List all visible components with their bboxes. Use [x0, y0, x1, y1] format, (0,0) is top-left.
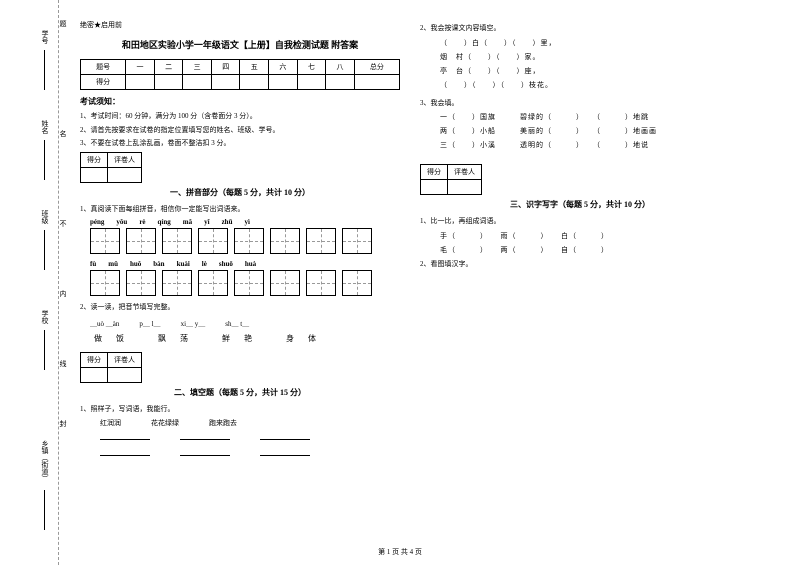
underline-row	[100, 432, 400, 440]
scorebox: 得分评卷人	[80, 352, 142, 383]
char-grid[interactable]	[342, 228, 372, 254]
blank-line[interactable]	[180, 448, 230, 456]
side-label: 班级	[40, 210, 50, 224]
section3-title: 三、识字写字（每题 5 分，共计 10 分）	[420, 199, 740, 210]
q-text: 3、我会填。	[420, 98, 740, 109]
side-label: 学号	[40, 30, 50, 44]
blank-line[interactable]	[180, 432, 230, 440]
underline-row	[100, 448, 400, 456]
left-column: 绝密★启用前 和田地区实验小学一年级语文【上册】自我检测试题 附答案 题号 一 …	[80, 20, 400, 464]
blank-line[interactable]	[100, 448, 150, 456]
char-grid[interactable]	[126, 270, 156, 296]
char-grid[interactable]	[198, 228, 228, 254]
blank-line[interactable]	[260, 448, 310, 456]
char-grid[interactable]	[342, 270, 372, 296]
th: 三	[183, 60, 212, 75]
fill-line: 亭 台（ ）（ ）座，	[440, 66, 740, 76]
hanzi-row: 做 饭 飘 荡 鲜 艳 身 体	[94, 333, 400, 344]
char-grid[interactable]	[270, 270, 300, 296]
q-text: 2、看图填汉字。	[420, 259, 740, 270]
sb-c: 得分	[81, 152, 108, 167]
example-row: 红润润 花花绿绿 跑来跑去	[100, 418, 400, 428]
char-grid[interactable]	[162, 270, 192, 296]
th: 总分	[354, 60, 399, 75]
syllable-row: ＿uò ＿àn p＿ l＿ xi＿ y＿ sh＿ t＿	[90, 319, 400, 329]
char-grid[interactable]	[198, 270, 228, 296]
score-table: 题号 一 二 三 四 五 六 七 八 总分 得分	[80, 59, 400, 90]
th: 七	[297, 60, 326, 75]
blank-line[interactable]	[100, 432, 150, 440]
side-label: 姓名	[40, 120, 50, 134]
sidebar: 学号 姓名 班级 学校 乡镇（街道） 题 名 不 内 线 封	[8, 0, 68, 565]
th: 五	[240, 60, 269, 75]
char-grid-row	[90, 270, 400, 296]
th: 八	[326, 60, 355, 75]
fill-row: 三（ ）小溪 透明的（ ） （ ）地说	[440, 140, 740, 150]
sb-c: 评卷人	[108, 152, 142, 167]
exam-title: 和田地区实验小学一年级语文【上册】自我检测试题 附答案	[80, 38, 400, 51]
section2-title: 二、填空题（每题 5 分，共计 15 分）	[80, 387, 400, 398]
char-grid[interactable]	[306, 228, 336, 254]
pinyin-row: péngyǒu rèqíng mǎyǐ zhūyì	[90, 218, 400, 226]
side-line	[44, 490, 45, 530]
right-column: 2、我会按课文内容填空。 （ ）白（ ）（ ）里， 烟 村（ ）（ ）家。 亭 …	[420, 20, 740, 272]
fold-line	[58, 0, 59, 565]
side-line	[44, 330, 45, 370]
blank-line[interactable]	[260, 432, 310, 440]
scorebox: 得分评卷人	[420, 164, 482, 195]
th: 六	[269, 60, 298, 75]
char-grid[interactable]	[162, 228, 192, 254]
fill-line: 烟 村（ ）（ ）家。	[440, 52, 740, 62]
mark: 不	[58, 220, 68, 227]
mark: 名	[58, 130, 68, 137]
scorebox: 得分评卷人	[80, 152, 142, 183]
q-text: 2、我会按课文内容填空。	[420, 23, 740, 34]
secret-label: 绝密★启用前	[80, 20, 400, 30]
side-label: 学校	[40, 310, 50, 324]
th: 一	[126, 60, 155, 75]
td: 得分	[81, 75, 126, 90]
pinyin-row: fùmǔ huǒbàn kuàilè shuōhuà	[90, 260, 400, 268]
side-line	[44, 50, 45, 90]
fill-line: （ ）（ ）（ ）枝花。	[440, 80, 740, 90]
pair-line: 手（ ） 雨（ ） 白（ ）	[440, 231, 740, 241]
char-grid[interactable]	[90, 228, 120, 254]
side-line	[44, 140, 45, 180]
mark: 题	[58, 20, 68, 27]
side-label: 乡镇（街道）	[40, 440, 50, 482]
mark: 线	[58, 360, 68, 367]
char-grid[interactable]	[90, 270, 120, 296]
q-text: 1、比一比，再组成词语。	[420, 216, 740, 227]
th: 四	[211, 60, 240, 75]
char-grid[interactable]	[234, 270, 264, 296]
q-text: 1、真阅读下面每组拼音，相信你一定能写出词语来。	[80, 204, 400, 215]
fill-line: （ ）白（ ）（ ）里，	[440, 38, 740, 48]
char-grid[interactable]	[234, 228, 264, 254]
mark: 内	[58, 290, 68, 297]
pair-line: 毛（ ） 两（ ） 自（ ）	[440, 245, 740, 255]
notice-item: 2、请首先按要求在试卷的指定位置填写您的姓名、班级、学号。	[80, 125, 400, 136]
section1-title: 一、拼音部分（每题 5 分，共计 10 分）	[80, 187, 400, 198]
char-grid-row	[90, 228, 400, 254]
side-line	[44, 230, 45, 270]
page-footer: 第 1 页 共 4 页	[0, 547, 800, 557]
fill-row: 一（ ）国旗 碧绿的（ ） （ ）地跳	[440, 112, 740, 122]
th: 二	[154, 60, 183, 75]
notice-head: 考试须知：	[80, 96, 400, 107]
q-text: 1、照样子，写词语，我能行。	[80, 404, 400, 415]
q-text: 2、读一读，把音节填写完整。	[80, 302, 400, 313]
char-grid[interactable]	[270, 228, 300, 254]
char-grid[interactable]	[306, 270, 336, 296]
mark: 封	[58, 420, 68, 427]
notice-item: 3、不要在试卷上乱涂乱画，卷面不整洁扣 3 分。	[80, 138, 400, 149]
char-grid[interactable]	[126, 228, 156, 254]
th: 题号	[81, 60, 126, 75]
notice-item: 1、考试时间：60 分钟，满分为 100 分（含卷面分 3 分）。	[80, 111, 400, 122]
fill-row: 两（ ）小船 美丽的（ ） （ ）地画画	[440, 126, 740, 136]
